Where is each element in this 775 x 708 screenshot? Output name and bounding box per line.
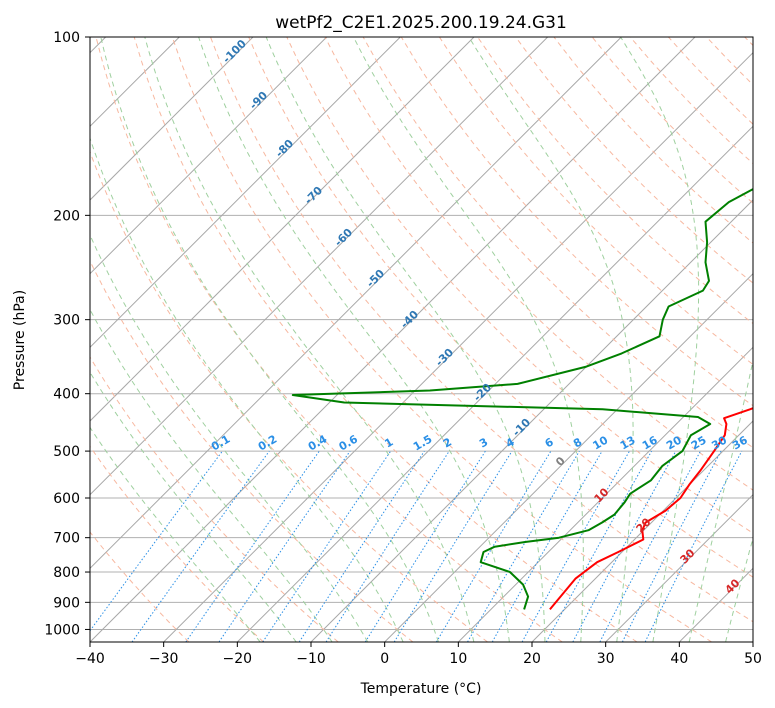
mixing-ratio-line [644,450,743,642]
isotherm-line [90,37,328,275]
x-tick-label: −10 [296,651,326,667]
temperature-profile-line [549,407,753,611]
isotherm-line [90,37,475,422]
dry-adiabat-line [90,445,264,642]
x-tick-label: −40 [75,651,105,667]
moist-adiabat-line [353,37,584,642]
chart-title: wetPf2_C2E1.2025.200.19.24.G31 [275,13,567,33]
y-tick-label: 200 [53,208,80,224]
dry-adiabat-line [286,37,753,534]
y-tick-label: 900 [53,595,80,611]
dry-adiabat-line [95,37,563,642]
mixing-ratio-line [364,450,486,642]
isotherm-line [457,346,753,642]
mixing-ratio-line [131,450,270,642]
dry-adiabat-line [400,37,753,407]
mixing-ratio-line [572,450,677,642]
x-axis-label: Temperature (°C) [360,681,482,697]
dry-adiabat-line [90,531,190,642]
y-tick-label: 100 [53,30,80,46]
moist-adiabat-line [265,37,546,642]
y-tick-label: 800 [53,565,80,581]
dry-adiabat-line [171,37,712,642]
y-axis-label: Pressure (hPa) [12,290,28,390]
dry-adiabat-line [438,37,753,366]
dewpoint-profile-line [291,188,753,610]
y-tick-label: 1000 [44,622,80,638]
sounding-lines [291,188,753,611]
isotherm-line [384,272,753,642]
mixing-ratio-line [90,450,223,632]
y-tick-label: 600 [53,491,80,507]
isotherm-line [90,37,549,496]
moist-adiabat-line [144,37,475,642]
y-tick-label: 700 [53,531,80,547]
x-tick-label: −20 [223,651,253,667]
mixing-ratio-line [393,450,513,642]
y-tick-label: 400 [53,387,80,403]
x-tick-label: 40 [670,651,688,667]
x-tick-label: 50 [744,651,762,667]
isotherm-line [90,37,401,349]
mixing-ratio-line [325,450,450,642]
dry-adiabat-line [133,37,638,642]
dry-adiabat-line [210,37,753,623]
mixing-ratio-line [521,450,630,642]
isotherm-line [531,420,753,642]
plot-content [90,37,753,642]
mixing-ratio-line [599,450,701,642]
mixing-ratio-line [262,450,392,642]
moist-adiabat-line [620,37,700,642]
mixing-ratio-line [545,450,653,642]
moist-adiabat-line [90,371,297,642]
dry-adiabat-line [248,37,753,578]
background-lines [90,37,753,642]
mixing-ratio-line [185,450,320,642]
dry-adiabat-line [90,259,414,642]
dry-adiabat-line [515,37,753,284]
isotherm-line [90,37,696,642]
mixing-ratio-line [298,450,425,642]
moist-adiabat-line [90,233,369,642]
x-tick-label: 20 [523,651,541,667]
mixing-ratio-line [218,450,351,642]
mixing-ratio-line [435,450,552,642]
x-tick-label: −30 [149,651,179,667]
mixing-ratio-line [621,450,722,642]
isotherm-line [90,37,622,570]
dry-adiabat-line [90,150,488,642]
x-tick-label: 0 [380,651,389,667]
moist-adiabat-line [90,136,404,642]
isotherm-line [163,51,753,642]
moist-adiabat-line [468,37,634,642]
moist-adiabat-line [90,426,261,642]
y-tick-label: 300 [53,313,80,329]
isotherm-line [90,37,254,201]
moist-adiabat-line [100,37,439,642]
axes: −40 −30 −20 −10 0 10 20 30 40 50 100 200 300 400 500 60… [44,30,762,667]
plot-frame [89,36,754,643]
x-tick-label: 10 [449,651,467,667]
isotherm-line [605,493,753,642]
x-tick-label: 30 [597,651,615,667]
isotherm-line [236,125,753,642]
y-tick-label: 500 [53,444,80,460]
